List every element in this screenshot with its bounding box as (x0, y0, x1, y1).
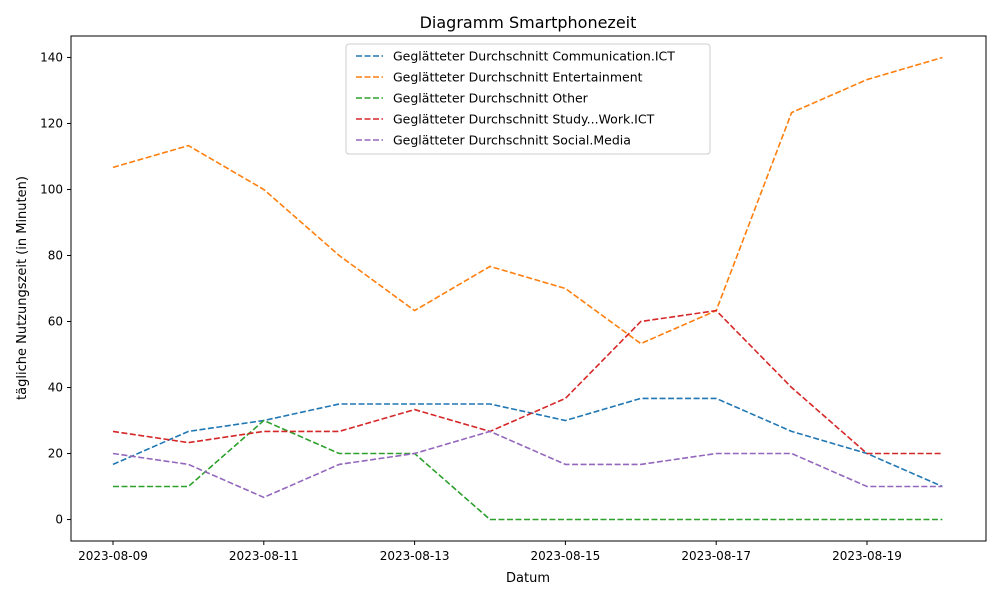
y-tick-label: 120 (40, 116, 63, 130)
series-line-0 (112, 397, 943, 488)
legend-label: Geglätteter Durchschnitt Study...Work.IC… (393, 112, 655, 127)
x-tick-label: 2023-08-09 (78, 549, 148, 563)
y-tick-label: 80 (48, 248, 63, 262)
series-line-1 (112, 56, 943, 345)
legend-box (345, 43, 711, 155)
y-tick-label: 0 (55, 513, 63, 527)
legend: Geglätteter Durchschnitt Communication.I… (345, 43, 711, 155)
y-tick-label: 60 (48, 315, 63, 329)
series-line-4 (112, 430, 943, 499)
x-tick-label: 2023-08-15 (531, 549, 601, 563)
y-axis-label: tägliche Nutzungszeit (in Minuten) (15, 176, 30, 400)
x-tick-label: 2023-08-17 (681, 549, 751, 563)
plot-area-frame (70, 35, 987, 542)
y-tick-label: 40 (48, 381, 63, 395)
chart-title: Diagramm Smartphonezeit (420, 13, 637, 32)
y-tick-label: 100 (40, 182, 63, 196)
legend-label: Geglätteter Durchschnitt Other (393, 91, 589, 106)
x-tick-label: 2023-08-19 (832, 549, 902, 563)
series-line-2 (113, 419, 943, 521)
x-tick-label: 2023-08-13 (380, 549, 450, 563)
y-tick-label: 140 (40, 50, 63, 64)
legend-label: Geglätteter Durchschnitt Entertainment (393, 70, 643, 85)
series-lines (112, 56, 943, 521)
y-axis-ticks: 0 20 40 60 80 100 120 140 (40, 50, 71, 527)
y-tick-label: 20 (48, 447, 63, 461)
x-axis-ticks: 2023-08-09 2023-08-11 2023-08-13 2023-08-15… (78, 541, 902, 563)
legend-label: Geglätteter Durchschnitt Communication.I… (393, 49, 675, 64)
x-tick-label: 2023-08-11 (229, 549, 299, 563)
x-axis-label: Datum (506, 571, 550, 586)
legend-label: Geglätteter Durchschnitt Social.Media (393, 133, 631, 148)
series-line-3 (112, 309, 943, 455)
